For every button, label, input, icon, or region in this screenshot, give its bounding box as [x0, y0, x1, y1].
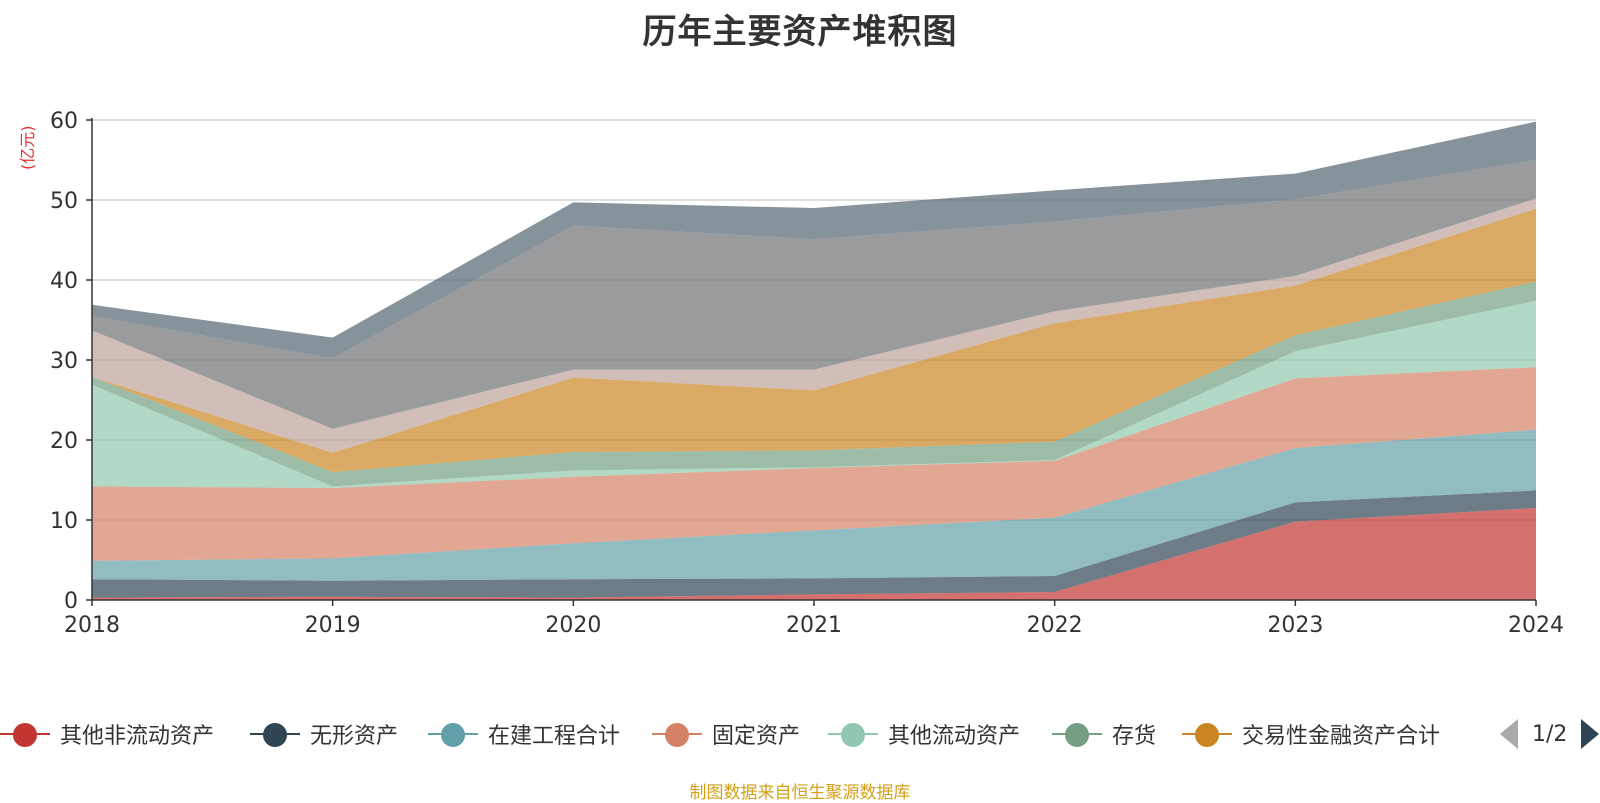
x-tick-label: 2022 [1027, 613, 1083, 638]
y-tick-label: 30 [50, 349, 78, 374]
legend-item[interactable]: 在建工程合计 [428, 716, 620, 752]
legend-item[interactable]: 存货 [1052, 716, 1156, 752]
legend-item[interactable]: 其他流动资产 [828, 716, 1020, 752]
y-tick-label: 60 [50, 109, 78, 134]
area-series-4 [92, 300, 1536, 488]
x-tick-label: 2018 [64, 613, 120, 638]
legend-marker-icon [0, 716, 50, 752]
stacked-area-chart: 0 10 20 30 40 50 60 2018 2019 2020 2021 2022 2023 202… [50, 109, 1564, 638]
y-tick-label: 50 [50, 189, 78, 214]
y-tick-label: 10 [50, 509, 78, 534]
pager-next-icon[interactable] [1581, 719, 1600, 749]
legend-item[interactable]: 无形资产 [250, 716, 398, 752]
x-tick-label: 2020 [545, 613, 601, 638]
x-tick-label: 2024 [1508, 613, 1564, 638]
area-series-8 [92, 160, 1536, 429]
legend-label: 在建工程合计 [488, 724, 621, 749]
legend-item[interactable]: 交易性金融资产合计 [1182, 716, 1440, 752]
legend-label: 存货 [1112, 724, 1157, 749]
axes [86, 118, 1537, 606]
legend-marker-icon [828, 716, 878, 752]
y-tick-label: 0 [64, 589, 78, 614]
legend-label: 交易性金融资产合计 [1242, 724, 1441, 749]
legend-item[interactable]: 固定资产 [652, 716, 800, 752]
legend-label: 其他非流动资产 [60, 724, 215, 749]
y-tick-label: 40 [50, 269, 78, 294]
legend-marker-icon [652, 716, 702, 752]
legend-marker-icon [1182, 716, 1232, 752]
area-series-1 [92, 490, 1536, 598]
pager-prev-icon[interactable] [1500, 719, 1518, 749]
chart-title: 历年主要资产堆积图 [642, 12, 958, 52]
area-series-9 [92, 121, 1536, 359]
area-series-6 [92, 208, 1536, 473]
tick-labels: 0 10 20 30 40 50 60 2018 2019 2020 2021 2022 2023 202… [50, 109, 1564, 638]
legend-marker-icon [1052, 716, 1102, 752]
legend: 其他非流动资产 无形资产 在建工程合计 固定资产 其他流动资产 存货 交易性金融资产合计 [0, 716, 1600, 752]
legend-label: 固定资产 [712, 724, 801, 749]
area-series-0 [92, 508, 1536, 600]
pager-indicator: 1/2 [1532, 721, 1568, 747]
area-series-group [92, 121, 1536, 600]
legend-label: 其他流动资产 [888, 724, 1021, 749]
area-series-3 [92, 367, 1536, 561]
legend-marker-icon [250, 716, 300, 752]
data-source-note: 制图数据来自恒生聚源数据库 [689, 783, 911, 803]
area-series-2 [92, 429, 1536, 581]
legend-pager: 1/2 [1500, 716, 1600, 752]
x-tick-label: 2019 [305, 613, 361, 638]
x-tick-label: 2021 [786, 613, 842, 638]
legend-item[interactable]: 其他非流动资产 [0, 716, 214, 752]
x-tick-label: 2023 [1267, 613, 1323, 638]
legend-marker-icon [428, 716, 478, 752]
y-tick-label: 20 [50, 429, 78, 454]
legend-label: 无形资产 [310, 724, 399, 749]
